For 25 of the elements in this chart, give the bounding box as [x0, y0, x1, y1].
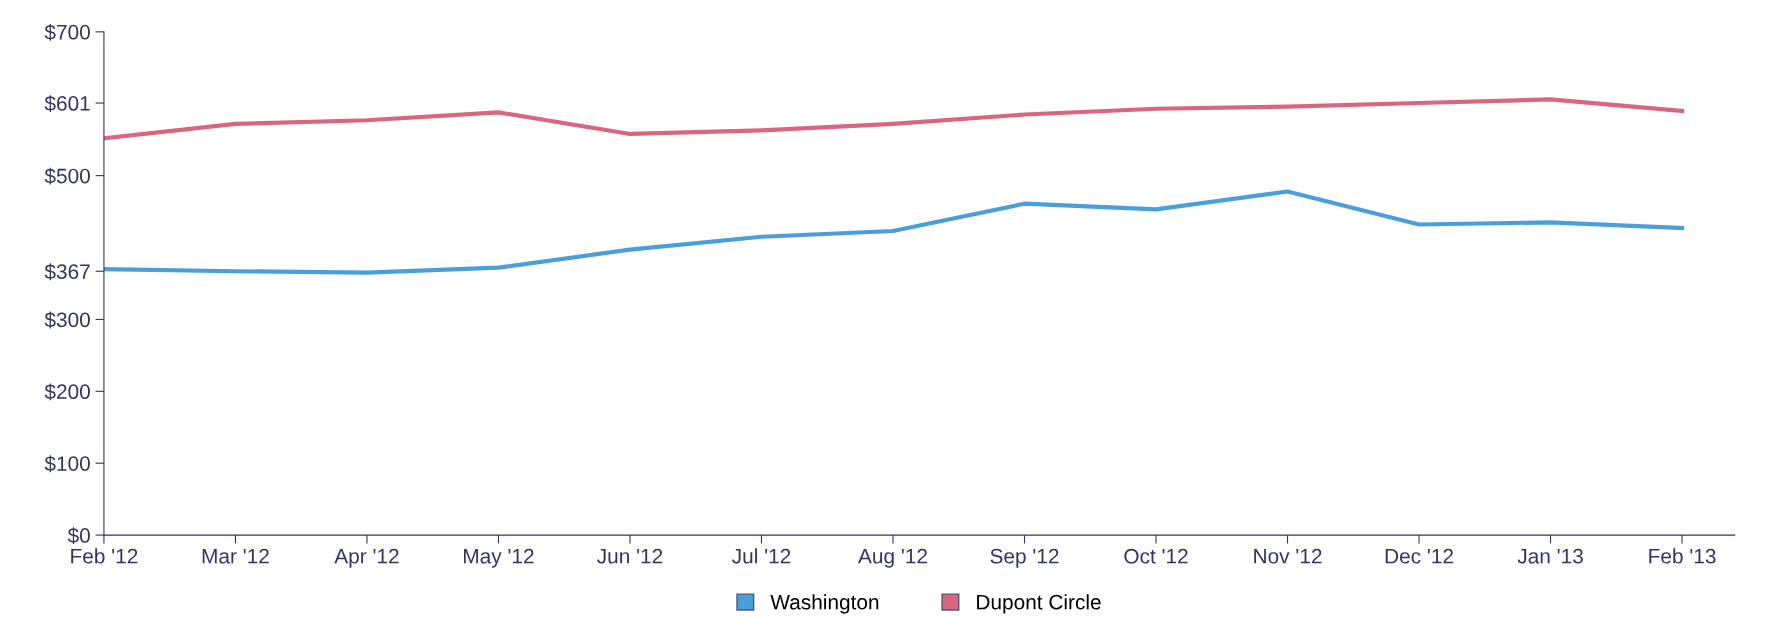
x-tick-label: Feb '13	[1649, 548, 1716, 564]
line-series	[103, 189, 1685, 275]
x-tick-label: Jun '12	[597, 548, 663, 564]
x-tick-label: Oct '12	[1124, 548, 1188, 564]
x-tick-label: Apr '12	[334, 548, 399, 568]
y-tick-label: $100	[44, 455, 90, 473]
x-tick-label: Jul '12	[732, 548, 791, 564]
y-tick-label: $700	[44, 23, 90, 41]
y-tick-label: $200	[44, 383, 90, 401]
x-tick-label: Feb '12	[71, 548, 138, 564]
x-tick-label: Aug '12	[858, 548, 927, 568]
x-tick-label: Dec '12	[1385, 548, 1453, 564]
x-tick-label: Nov '12	[1254, 548, 1322, 564]
x-tick-label: Sep '12	[990, 548, 1059, 568]
y-tick-label: $0	[67, 527, 90, 545]
y-tick-label: $367	[44, 263, 90, 281]
legend-label: Dupont Circle	[977, 594, 1101, 614]
legend-label: Washington	[770, 594, 879, 614]
line-series	[103, 97, 1685, 141]
y-tick-label: $601	[44, 95, 90, 113]
x-tick-label: Jan '13	[1517, 548, 1583, 564]
y-tick-label: $300	[44, 311, 90, 329]
x-tick-label: Mar '12	[202, 548, 269, 564]
x-tick-label: May '12	[464, 548, 534, 568]
y-tick-label: $500	[44, 167, 90, 185]
